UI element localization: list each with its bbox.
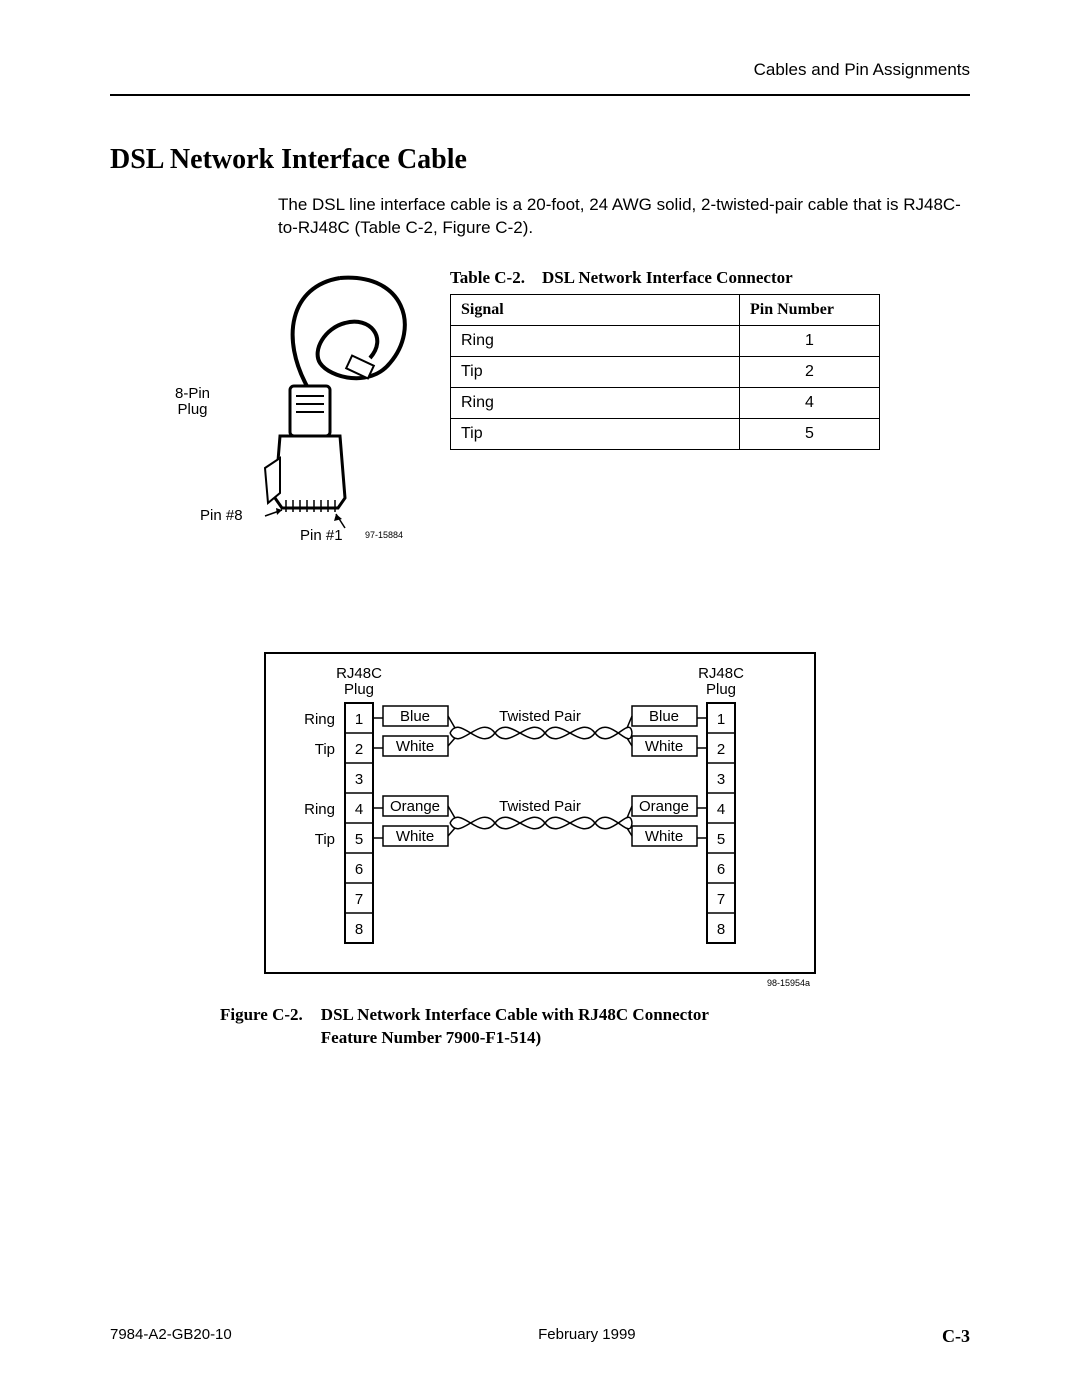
- cell-signal: Tip: [451, 418, 740, 449]
- th-signal: Signal: [451, 294, 740, 325]
- svg-text:Ring: Ring: [304, 801, 335, 818]
- header-rule: [110, 94, 970, 96]
- cell-signal: Ring: [451, 325, 740, 356]
- svg-text:3: 3: [355, 771, 363, 788]
- svg-text:4: 4: [717, 801, 725, 818]
- table-caption: Table C-2. DSL Network Interface Connect…: [450, 268, 880, 288]
- svg-text:2: 2: [355, 741, 363, 758]
- cell-pin: 1: [740, 325, 880, 356]
- svg-text:1: 1: [355, 711, 363, 728]
- header-section-label: Cables and Pin Assignments: [754, 60, 970, 80]
- cell-pin: 4: [740, 387, 880, 418]
- svg-text:White: White: [396, 828, 434, 845]
- label-8pin-l2: Plug: [178, 401, 208, 418]
- svg-text:Orange: Orange: [639, 798, 689, 815]
- svg-text:6: 6: [717, 861, 725, 878]
- right-hdr-1: RJ48C: [698, 665, 744, 682]
- svg-text:Tip: Tip: [315, 741, 335, 758]
- plug-illustration: 8-Pin Plug Pin #8 Pin #1 97-15884: [170, 268, 420, 558]
- svg-text:Blue: Blue: [649, 708, 679, 725]
- right-hdr-2: Plug: [706, 681, 736, 698]
- svg-text:7: 7: [717, 891, 725, 908]
- svg-text:White: White: [645, 828, 683, 845]
- table-c2: Table C-2. DSL Network Interface Connect…: [450, 268, 880, 450]
- svg-text:4: 4: [355, 801, 363, 818]
- cell-pin: 5: [740, 418, 880, 449]
- table-row: Ring 1: [451, 325, 880, 356]
- svg-text:Blue: Blue: [400, 708, 430, 725]
- label-pin1: Pin #1: [300, 528, 343, 545]
- figure-c2-diagram: RJ48C Plug RJ48C Plug: [260, 648, 820, 988]
- svg-text:7: 7: [355, 891, 363, 908]
- svg-text:3: 3: [717, 771, 725, 788]
- cell-pin: 2: [740, 356, 880, 387]
- svg-text:White: White: [396, 738, 434, 755]
- table-caption-num: Table C-2.: [450, 268, 525, 287]
- svg-text:8: 8: [355, 921, 363, 938]
- cell-signal: Tip: [451, 356, 740, 387]
- svg-text:8: 8: [717, 921, 725, 938]
- footer-date: February 1999: [538, 1326, 636, 1347]
- footer-doc-id: 7984-A2-GB20-10: [110, 1326, 232, 1347]
- cell-signal: Ring: [451, 387, 740, 418]
- section-title: DSL Network Interface Cable: [110, 144, 970, 176]
- svg-text:Twisted Pair: Twisted Pair: [499, 798, 581, 815]
- table-row: Tip 2: [451, 356, 880, 387]
- svg-text:Twisted Pair: Twisted Pair: [499, 708, 581, 725]
- figure-caption-text: DSL Network Interface Cable with RJ48C C…: [321, 1004, 970, 1050]
- svg-text:5: 5: [717, 831, 725, 848]
- page: Cables and Pin Assignments DSL Network I…: [0, 0, 1080, 1397]
- wiring-figure-id: 98-15954a: [767, 978, 810, 988]
- svg-text:Orange: Orange: [390, 798, 440, 815]
- pin-table: Signal Pin Number Ring 1 Tip 2 Ring: [450, 294, 880, 450]
- label-pin8: Pin #8: [200, 508, 243, 525]
- svg-text:5: 5: [355, 831, 363, 848]
- svg-text:Ring: Ring: [304, 711, 335, 728]
- label-8pin-l1: 8-Pin: [175, 385, 210, 402]
- svg-text:White: White: [645, 738, 683, 755]
- intro-paragraph: The DSL line interface cable is a 20-foo…: [278, 194, 970, 240]
- footer-page-number: C-3: [942, 1326, 970, 1347]
- upper-block: 8-Pin Plug Pin #8 Pin #1 97-15884 Table …: [170, 268, 970, 558]
- table-row: Ring 4: [451, 387, 880, 418]
- header: Cables and Pin Assignments: [110, 60, 970, 90]
- table-caption-title: DSL Network Interface Connector: [542, 268, 793, 287]
- table-row: Tip 5: [451, 418, 880, 449]
- page-footer: 7984-A2-GB20-10 February 1999 C-3: [110, 1326, 970, 1347]
- plug-figure-id: 97-15884: [365, 531, 403, 541]
- svg-text:Tip: Tip: [315, 831, 335, 848]
- svg-text:6: 6: [355, 861, 363, 878]
- th-pin: Pin Number: [740, 294, 880, 325]
- left-hdr-2: Plug: [344, 681, 374, 698]
- left-hdr-1: RJ48C: [336, 665, 382, 682]
- label-8pin: 8-Pin Plug: [175, 386, 210, 419]
- svg-text:1: 1: [717, 711, 725, 728]
- figure-c2-caption: Figure C-2. DSL Network Interface Cable …: [220, 1004, 970, 1050]
- table-header-row: Signal Pin Number: [451, 294, 880, 325]
- svg-text:2: 2: [717, 741, 725, 758]
- figure-caption-num: Figure C-2.: [220, 1004, 321, 1050]
